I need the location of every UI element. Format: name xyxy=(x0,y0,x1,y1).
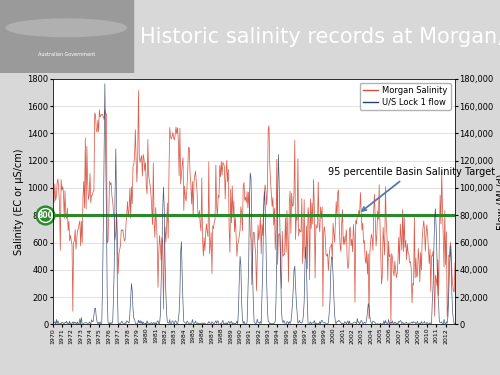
Circle shape xyxy=(6,19,126,37)
Legend: Morgan Salinity, U/S Lock 1 flow: Morgan Salinity, U/S Lock 1 flow xyxy=(360,83,451,110)
Text: Australian Government: Australian Government xyxy=(38,53,95,57)
Text: 800: 800 xyxy=(38,211,53,220)
Y-axis label: Flow (ML/d): Flow (ML/d) xyxy=(496,173,500,230)
Y-axis label: Salinity (EC or μS/cm): Salinity (EC or μS/cm) xyxy=(14,148,24,255)
Text: Historic salinity records at Morgan, SA: Historic salinity records at Morgan, SA xyxy=(140,27,500,46)
Text: 95 percentile Basin Salinity Target: 95 percentile Basin Salinity Target xyxy=(328,167,496,211)
Bar xyxy=(0,0,132,73)
